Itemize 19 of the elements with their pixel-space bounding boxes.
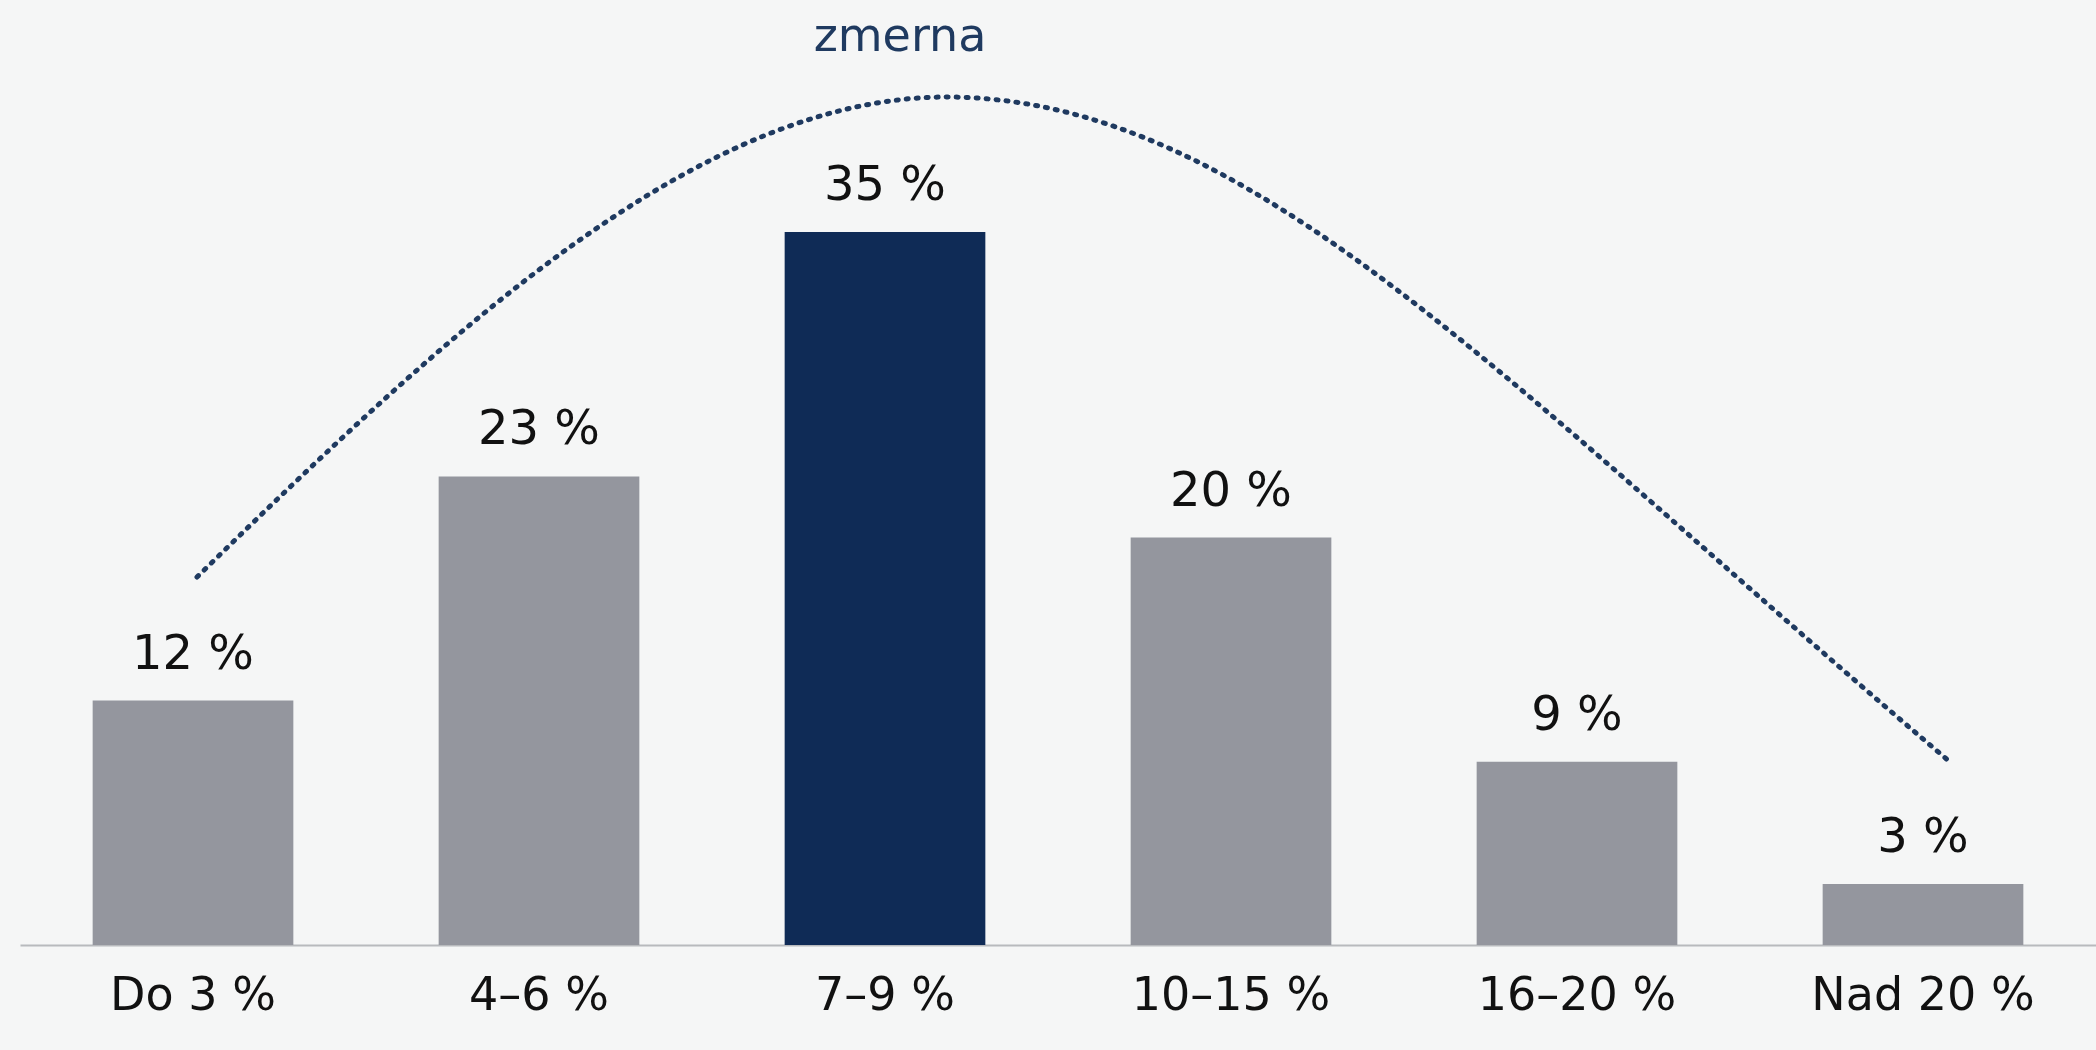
data-label: 9 % <box>1531 684 1623 741</box>
data-label: 3 % <box>1877 806 1969 863</box>
x-tick-label: 4–6 % <box>469 966 609 1021</box>
bar <box>92 700 294 945</box>
data-label: 35 % <box>824 155 946 211</box>
x-tick-label: Nad 20 % <box>1811 966 2035 1021</box>
x-tick-label: 10–15 % <box>1131 966 1331 1021</box>
bar <box>438 476 640 945</box>
data-label: 20 % <box>1170 460 1292 517</box>
bar <box>1476 761 1678 945</box>
text: zmerna <box>812 8 988 62</box>
x-tick-label: 16–20 % <box>1477 966 1677 1021</box>
bar <box>1822 883 2024 945</box>
bar <box>1130 537 1332 945</box>
data-label: 23 % <box>478 399 600 456</box>
bar <box>784 232 986 945</box>
x-tick-label: Do 3 % <box>110 966 276 1021</box>
x-tick-label: 7–9 % <box>815 966 955 1021</box>
data-label: 12 % <box>132 623 254 680</box>
